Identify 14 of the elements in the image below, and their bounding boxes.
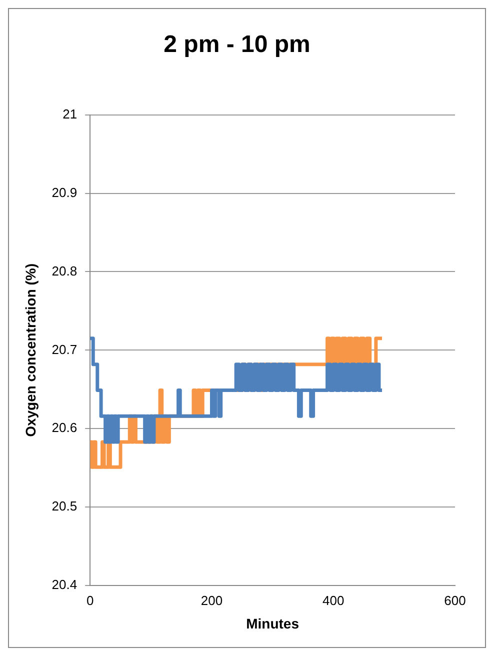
y-axis-title: Oxygen concentration (%) (22, 263, 38, 437)
y-tick-label: 20.4 (52, 577, 78, 592)
y-tick-label: 20.5 (52, 498, 78, 514)
y-tick-label: 21 (62, 106, 78, 122)
x-tick-label: 600 (444, 592, 466, 608)
x-axis-title: Minutes (246, 615, 300, 632)
chart-title: 2 pm - 10 pm (164, 31, 310, 58)
x-tick-label: 0 (86, 592, 94, 608)
y-tick-label: 20.9 (52, 184, 78, 200)
x-tick-label: 200 (200, 592, 223, 608)
y-tick-label: 20.7 (52, 342, 78, 357)
y-tick-label: 20.8 (52, 263, 78, 278)
y-tick-label: 20.6 (52, 420, 78, 436)
x-tick-label: 400 (322, 592, 344, 608)
